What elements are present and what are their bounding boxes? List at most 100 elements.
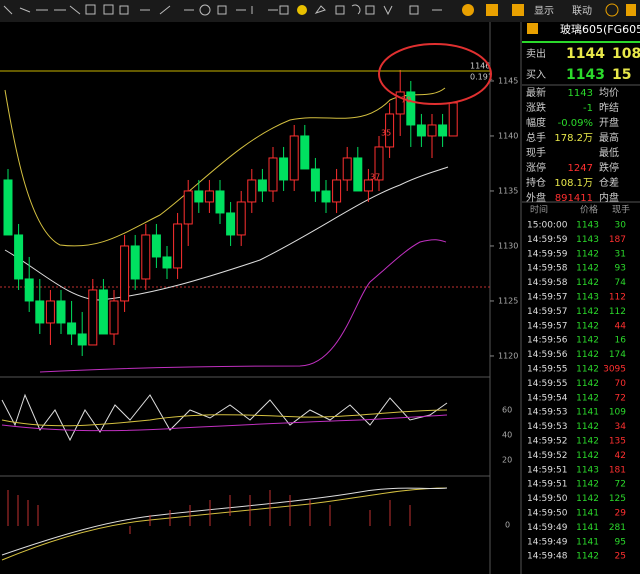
indicator-lines	[1, 87, 449, 561]
candle-body	[332, 179, 342, 203]
y-tick-label: 1135	[498, 186, 518, 195]
trade-price: 1142	[576, 422, 599, 432]
trade-volume: 31	[615, 249, 626, 259]
trade-price: 1142	[576, 249, 599, 259]
trade-volume: 72	[615, 480, 626, 490]
quote-value: 1247	[568, 163, 593, 174]
toolbar	[0, 0, 640, 22]
candle-body	[45, 300, 55, 324]
trade-price: 1142	[576, 552, 599, 562]
quote-label: 涨跌	[526, 101, 546, 114]
trade-price: 1143	[576, 221, 599, 231]
quote-label: 现手	[526, 146, 546, 159]
trade-time: 14:59:58	[527, 264, 568, 274]
trade-time: 14:59:51	[527, 465, 567, 475]
candle-body	[35, 300, 45, 324]
bid-price: 1143	[566, 67, 605, 83]
trade-time: 14:59:56	[527, 336, 568, 346]
quote-value: -0.09%	[558, 118, 593, 129]
candle-body	[257, 179, 267, 192]
trade-price: 1142	[576, 451, 599, 461]
quote-label: 持仓	[526, 176, 546, 189]
quote-label: 涨停	[526, 161, 546, 174]
candle-body	[24, 278, 34, 302]
trade-price: 1142	[576, 278, 599, 288]
candle-body	[438, 124, 448, 137]
candle-body	[416, 124, 426, 137]
candle-body	[427, 124, 437, 137]
trade-time: 14:59:59	[527, 235, 568, 245]
candle-body	[289, 135, 299, 181]
candle-body	[98, 289, 108, 335]
indicator-tick-label: 20	[502, 456, 512, 465]
trade-time: 14:59:58	[527, 278, 568, 288]
candle-body	[448, 102, 458, 137]
quote-label: 外盘	[526, 191, 546, 204]
trade-price: 1142	[576, 365, 599, 375]
trade-volume: 72	[615, 393, 626, 403]
trade-volume: 135	[609, 437, 626, 447]
trade-price: 1142	[576, 350, 599, 360]
quote-right-label: 最高	[599, 131, 619, 144]
candle-body	[385, 113, 395, 148]
trade-volume: 112	[609, 307, 626, 317]
trade-volume: 29	[615, 509, 627, 519]
candle-body	[236, 201, 246, 236]
candle-body	[342, 157, 352, 181]
bid-volume: 15	[612, 67, 631, 83]
trade-volume: 74	[615, 278, 627, 288]
quote-right-label: 内盘	[599, 191, 619, 204]
quote-value: 108.1万	[554, 178, 593, 189]
candle-body	[279, 157, 289, 181]
quote-label: 最新	[526, 86, 546, 99]
panel-borders	[0, 22, 522, 574]
trade-volume: 16	[615, 336, 627, 346]
toolbar-display[interactable]: 显示	[534, 5, 554, 17]
add-button[interactable]	[527, 23, 538, 34]
candle-body	[374, 146, 384, 181]
y-tick-label: 1145	[498, 76, 518, 85]
candle-body	[194, 190, 204, 203]
trade-price: 1141	[576, 408, 599, 418]
volume-tick-label: 0	[505, 521, 510, 530]
candle-body	[268, 157, 278, 192]
trade-time: 14:59:59	[527, 249, 568, 259]
ratio-label: 0.191	[470, 73, 493, 82]
quote-right-label: 均价	[599, 87, 619, 99]
candle-body	[77, 333, 87, 346]
trade-volume: 42	[615, 451, 626, 461]
quote-right-label: 开盘	[599, 116, 619, 129]
annotation: 37	[370, 173, 380, 182]
candle-body	[56, 300, 66, 324]
trade-header: 价格	[580, 204, 598, 216]
trade-time: 14:59:56	[527, 350, 568, 360]
trade-price: 1141	[576, 537, 599, 547]
toolbar-icons[interactable]	[3, 3, 636, 17]
trade-volume: 93	[615, 264, 626, 274]
quote-label: 幅度	[526, 116, 546, 129]
candle-body	[151, 234, 161, 258]
trade-volume: 34	[615, 422, 627, 432]
trade-time: 14:59:52	[527, 437, 567, 447]
toolbar-link[interactable]: 联动	[572, 5, 592, 17]
annotation: 35	[381, 129, 391, 138]
trade-price: 1142	[576, 307, 599, 317]
trade-price: 1142	[576, 393, 599, 403]
candle-body	[162, 256, 172, 269]
candle-body	[321, 190, 331, 203]
candle-body	[141, 234, 151, 280]
trade-time: 14:59:54	[527, 393, 568, 403]
candle-body	[406, 91, 416, 126]
candle-body	[14, 234, 24, 280]
trade-price: 1142	[576, 437, 599, 447]
trade-time: 14:59:57	[527, 293, 567, 303]
trade-price: 1142	[576, 321, 599, 331]
trade-price: 1142	[576, 494, 599, 504]
quote-value: 891411	[555, 193, 593, 204]
trade-price: 1142	[576, 379, 599, 389]
trade-price: 1143	[576, 293, 599, 303]
quote-panel: 玻璃605(FG605) 卖出 1144 1084 买入 1143 15 最新 1…	[522, 22, 640, 562]
trade-price: 1143	[576, 235, 599, 245]
candle-body	[173, 223, 183, 269]
trade-price: 1143	[576, 465, 599, 475]
